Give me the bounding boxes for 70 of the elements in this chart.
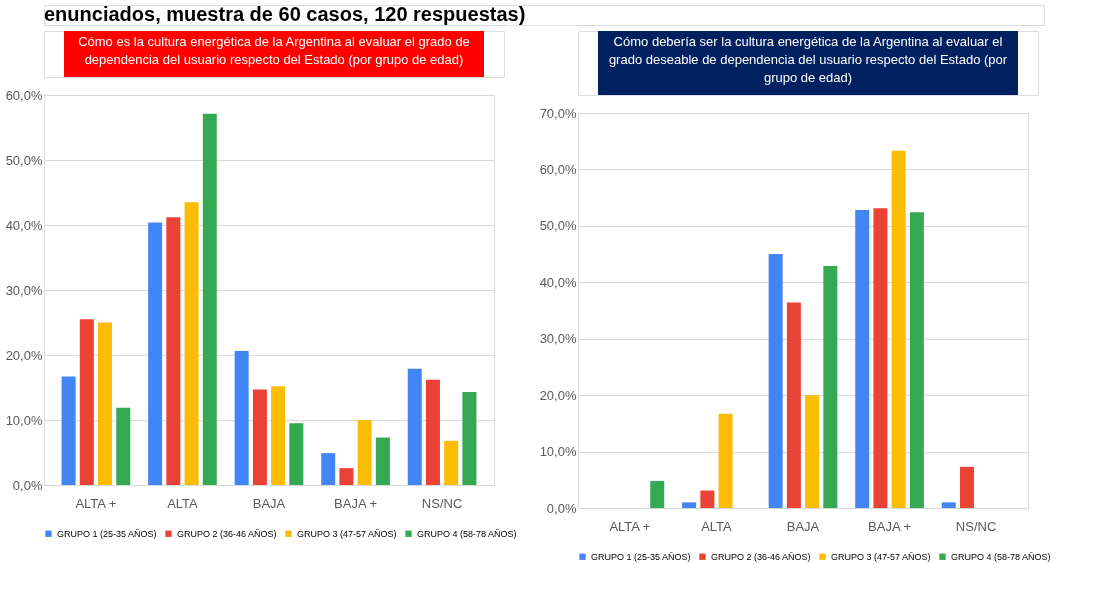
- y-tick-label: 50,0%: [539, 218, 577, 234]
- y-tick-label: 60,0%: [539, 161, 577, 177]
- x-tick-label: ALTA +: [75, 495, 117, 511]
- legend-label: GRUPO 4 (58-78 AÑOS): [951, 551, 1051, 562]
- y-tick-label: 40,0%: [5, 217, 43, 233]
- y-tick-label: 0,0%: [12, 477, 43, 493]
- x-tick-label: BAJA +: [334, 495, 378, 511]
- y-tick-label: 10,0%: [539, 444, 577, 460]
- x-tick-label: BAJA: [252, 495, 286, 511]
- chart-title: Cómo debería ser la cultura energética de la Argentina al evaluar el grado deseable de dependencia del usuario respecto del Estado (por grupo de edad): [608, 34, 1008, 85]
- bar: [98, 322, 113, 485]
- chart-title: Cómo es la cultura energética de la Argentina al evaluar el grado de dependencia del usuario respecto del Estado (por grupo de edad): [78, 34, 470, 67]
- x-tick-label: BAJA +: [868, 518, 912, 534]
- y-tick-label: 40,0%: [539, 274, 577, 290]
- x-tick-label: ALTA +: [609, 518, 651, 534]
- bar: [786, 302, 801, 508]
- bar: [407, 368, 422, 485]
- bar: [768, 254, 783, 508]
- bar: [61, 376, 76, 485]
- bar: [375, 437, 390, 485]
- bar: [425, 379, 440, 485]
- y-tick-label: 10,0%: [5, 412, 43, 428]
- legend-label: GRUPO 2 (36-46 AÑOS): [711, 551, 811, 562]
- y-tick-label: 50,0%: [5, 152, 43, 168]
- x-tick-label: NS/NC: [955, 518, 997, 534]
- legend-label: GRUPO 3 (47-57 AÑOS): [831, 551, 931, 562]
- legend-label: GRUPO 4 (58-78 AÑOS): [417, 528, 517, 539]
- bar: [357, 420, 372, 485]
- bar: [700, 490, 715, 508]
- legend-label: GRUPO 2 (36-46 AÑOS): [177, 528, 277, 539]
- bar: [873, 208, 888, 508]
- x-tick-label: ALTA: [701, 518, 733, 534]
- bar: [909, 212, 924, 508]
- bar: [650, 480, 665, 508]
- bar: [941, 502, 956, 508]
- bar: [234, 351, 249, 485]
- bar: [116, 407, 131, 485]
- bar: [271, 386, 286, 485]
- bar: [321, 453, 336, 485]
- y-tick-label: 0,0%: [546, 500, 577, 516]
- text: enunciados, muestra de 60 casos, 120 respuestas): [44, 3, 526, 25]
- x-tick-label: NS/NC: [421, 495, 463, 511]
- bar: [202, 113, 217, 485]
- legend-label: GRUPO 1 (25-35 AÑOS): [591, 551, 691, 562]
- bar: [252, 389, 267, 485]
- bar: [805, 395, 820, 508]
- y-tick-label: 70,0%: [539, 105, 577, 121]
- bar: [959, 466, 974, 508]
- bar: [184, 202, 199, 485]
- bar: [682, 502, 697, 508]
- y-tick-label: 30,0%: [539, 331, 577, 347]
- y-tick-label: 20,0%: [5, 347, 43, 363]
- bar: [891, 150, 906, 508]
- bar: [79, 319, 94, 485]
- bar: [855, 210, 870, 508]
- legend-label: GRUPO 3 (47-57 AÑOS): [297, 528, 397, 539]
- bar: [444, 440, 459, 485]
- bar: [166, 217, 181, 485]
- bar: [718, 413, 733, 508]
- bar: [823, 265, 838, 508]
- y-tick-label: 20,0%: [539, 387, 577, 403]
- bar: [148, 222, 163, 485]
- x-tick-label: BAJA: [786, 518, 820, 534]
- bar: [289, 423, 304, 485]
- y-tick-label: 60,0%: [5, 87, 43, 103]
- y-tick-label: 30,0%: [5, 282, 43, 298]
- bar: [462, 392, 477, 485]
- legend-label: GRUPO 1 (25-35 AÑOS): [57, 528, 157, 539]
- bar: [339, 468, 354, 485]
- x-tick-label: ALTA: [167, 495, 199, 511]
